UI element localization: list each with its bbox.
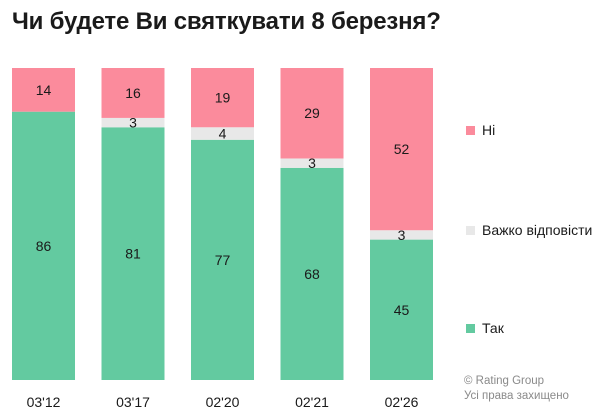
- data-label-0-2: 14: [36, 82, 52, 98]
- bar-segment-1-2: [101, 68, 165, 118]
- legend-item-yes: Так: [466, 320, 504, 336]
- legend-swatch-yes: [466, 323, 475, 333]
- bar-segment-4-0: [370, 239, 433, 380]
- x-tick-label-1: 03'17: [116, 394, 150, 410]
- credit-line-2: Усі права захищено: [464, 390, 569, 402]
- x-tick-label-4: 02'26: [385, 394, 419, 410]
- data-label-1-0: 81: [125, 246, 141, 262]
- data-label-4-2: 52: [394, 141, 410, 157]
- data-label-2-1: 4: [219, 126, 227, 142]
- legend-swatch-no: [466, 125, 475, 135]
- bar-segment-3-1: [280, 158, 344, 168]
- x-tick-label-3: 02'21: [295, 394, 329, 410]
- bar-segment-1-0: [101, 127, 165, 380]
- data-label-2-2: 19: [215, 90, 231, 106]
- legend-label-no: Ні: [482, 122, 496, 138]
- bar-segment-3-0: [280, 167, 344, 380]
- copyright-credit: © Rating Group Усі права захищено: [464, 374, 569, 404]
- bar-segment-3-2: [280, 68, 344, 159]
- legend-swatch-hard-to-say: [466, 225, 475, 235]
- credit-line-1: © Rating Group: [464, 375, 545, 387]
- data-label-1-1: 3: [129, 115, 137, 131]
- chart-title: Чи будете Ви святкувати 8 березня?: [12, 8, 441, 35]
- bar-segment-4-2: [370, 68, 433, 231]
- legend-label-hard-to-say: Важко відповісти: [482, 222, 593, 238]
- data-label-4-1: 3: [398, 227, 406, 243]
- data-label-1-2: 16: [125, 85, 141, 101]
- data-label-2-0: 77: [215, 252, 231, 268]
- bar-segment-0-0: [12, 111, 75, 381]
- data-label-0-0: 86: [36, 238, 52, 254]
- data-label-4-0: 45: [394, 302, 410, 318]
- bar-segment-0-2: [12, 68, 75, 112]
- x-tick-label-0: 03'12: [27, 394, 61, 410]
- bar-segment-1-1: [101, 117, 165, 128]
- legend-item-hard-to-say: Важко відповісти: [466, 222, 592, 238]
- bar-segment-2-2: [191, 68, 254, 128]
- x-tick-label-2: 02'20: [206, 394, 240, 410]
- legend-label-yes: Так: [482, 320, 504, 336]
- legend-item-no: Ні: [466, 122, 495, 138]
- data-label-3-2: 29: [304, 105, 320, 121]
- data-label-3-0: 68: [304, 266, 320, 282]
- bar-segment-2-1: [191, 127, 254, 140]
- bar-segment-2-0: [191, 139, 254, 380]
- bar-segment-4-1: [370, 230, 433, 240]
- data-label-3-1: 3: [308, 155, 316, 171]
